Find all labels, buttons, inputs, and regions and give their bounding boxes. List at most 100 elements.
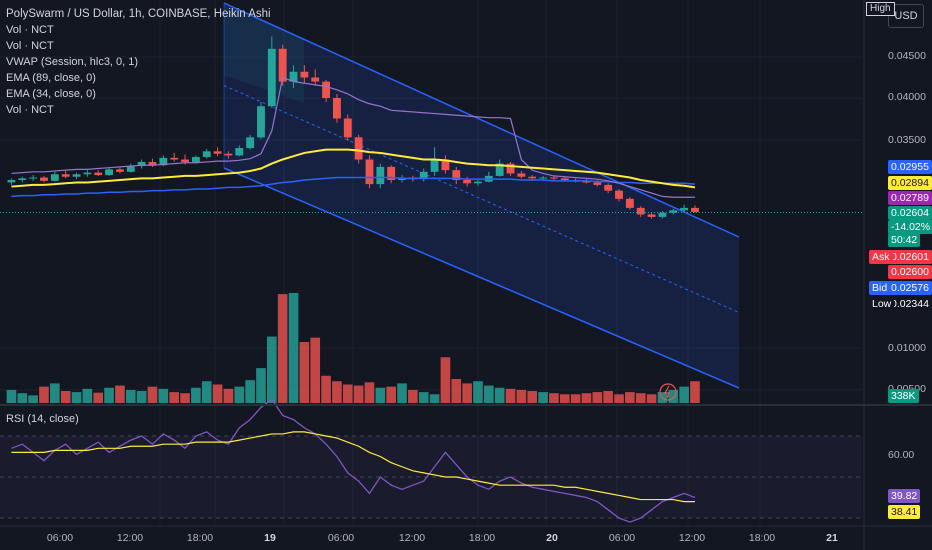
time-axis-label: 18:00	[748, 532, 776, 544]
time-axis-label: 06:00	[608, 532, 636, 544]
volume-bar	[256, 368, 266, 403]
volume-bar	[310, 337, 321, 403]
volume-bar	[104, 387, 114, 403]
candle-body	[213, 151, 222, 154]
candle-body	[474, 181, 482, 184]
candle-body	[257, 106, 265, 138]
candle-body	[560, 178, 569, 180]
candle-body	[604, 184, 613, 191]
volume-bar	[375, 387, 386, 403]
indicator-vwap[interactable]: VWAP (Session, hlc3, 0, 1)	[6, 56, 139, 68]
volume-bar	[581, 393, 592, 403]
volume-bar	[668, 389, 679, 403]
indicator-ema-34[interactable]: EMA (34, close, 0)	[6, 88, 96, 100]
countdown-tag: 50:42	[888, 233, 921, 247]
volume-bar	[234, 386, 245, 403]
volume-bar	[484, 385, 494, 403]
ema-89-line	[11, 176, 696, 198]
candle-body	[506, 163, 515, 174]
ask-label: Ask	[869, 250, 893, 264]
volume-bar	[201, 381, 212, 403]
candle-body	[116, 169, 124, 172]
volume-bar	[299, 342, 310, 403]
candle-body	[495, 163, 504, 176]
candle-body	[170, 157, 179, 160]
price-axis-label: 0.04000	[888, 91, 926, 103]
indicator-vol-3[interactable]: Vol · NCT	[6, 104, 54, 116]
indicator-vol-1[interactable]: Vol · NCT	[6, 24, 54, 36]
volume-bar	[397, 383, 407, 403]
volume-bar	[6, 389, 17, 403]
candle-body	[430, 159, 439, 172]
volume-bar	[136, 391, 147, 403]
candle-body	[365, 159, 374, 185]
candle-body	[376, 166, 385, 185]
volume-bar	[494, 387, 505, 403]
volume-bar	[538, 392, 548, 403]
volume-bar	[223, 388, 234, 403]
volume-bar	[39, 386, 49, 403]
volume-bar	[288, 293, 299, 403]
volume-bar	[516, 389, 527, 403]
volume-bar	[17, 393, 28, 403]
low-label: Low	[869, 297, 895, 311]
candle-body	[311, 77, 320, 82]
indicator-lines	[0, 76, 862, 213]
last-price-tag: 0.02604	[888, 206, 932, 220]
volume-bar	[635, 393, 646, 403]
volume-bar	[147, 386, 158, 403]
ema89-price-tag: 0.02955	[888, 160, 932, 174]
candle-body	[419, 171, 428, 180]
volume-bar	[212, 384, 223, 403]
volume-bar	[646, 394, 657, 403]
time-axis-label: 06:00	[327, 532, 355, 544]
low-price-tag: 0.02344	[888, 297, 932, 311]
rsi-pane	[0, 398, 862, 523]
rsi-legend[interactable]: RSI (14, close)	[6, 413, 79, 425]
chart-legend: PolySwarm / US Dollar, 1h, COINBASE, Hei…	[6, 6, 271, 118]
candle-body	[235, 148, 244, 156]
volume-bar	[342, 384, 353, 403]
volume-bar	[386, 386, 396, 403]
currency-button[interactable]: USD	[888, 4, 924, 28]
candle-body	[267, 48, 276, 107]
volume-bars	[6, 293, 700, 403]
price-axis-label: 0.04500	[888, 50, 926, 62]
channel-mid-line	[223, 85, 740, 313]
candle-body	[94, 172, 103, 176]
high-label: High	[866, 2, 895, 16]
candle-body	[387, 166, 396, 180]
rsi-line	[11, 398, 696, 523]
channel-fill	[224, 3, 739, 388]
indicator-vol-2[interactable]: Vol · NCT	[6, 40, 54, 52]
candle-body	[343, 118, 352, 138]
volume-bar	[527, 391, 538, 403]
symbol-title[interactable]: PolySwarm / US Dollar, 1h, COINBASE, Hei…	[6, 8, 271, 20]
volume-bar	[50, 383, 60, 403]
candle-body	[452, 170, 461, 180]
time-axis-label: 21	[826, 532, 838, 544]
time-axis-label: 12:00	[398, 532, 426, 544]
candle-body	[105, 169, 113, 176]
regression-channel[interactable]	[223, 2, 740, 389]
candle-body	[441, 159, 450, 171]
candle-body	[289, 71, 298, 82]
time-axis-label: 12:00	[116, 532, 144, 544]
candle-body	[333, 98, 341, 119]
bid-price-tag: 0.02576	[888, 281, 932, 295]
channel-lower-line	[223, 167, 740, 389]
volume-tag: 338K	[888, 389, 919, 403]
volume-bar	[353, 385, 364, 403]
candle-body	[636, 207, 645, 215]
candle-body	[18, 178, 27, 180]
time-axis-label: 18:00	[468, 532, 496, 544]
price-axis-label: 0.01000	[888, 342, 926, 354]
indicator-ema-89[interactable]: EMA (89, close, 0)	[6, 72, 96, 84]
candle-body	[148, 161, 157, 166]
candle-body	[72, 174, 81, 177]
grid-lines	[0, 0, 862, 525]
volume-bar	[321, 375, 331, 403]
volume-bar	[169, 392, 179, 403]
